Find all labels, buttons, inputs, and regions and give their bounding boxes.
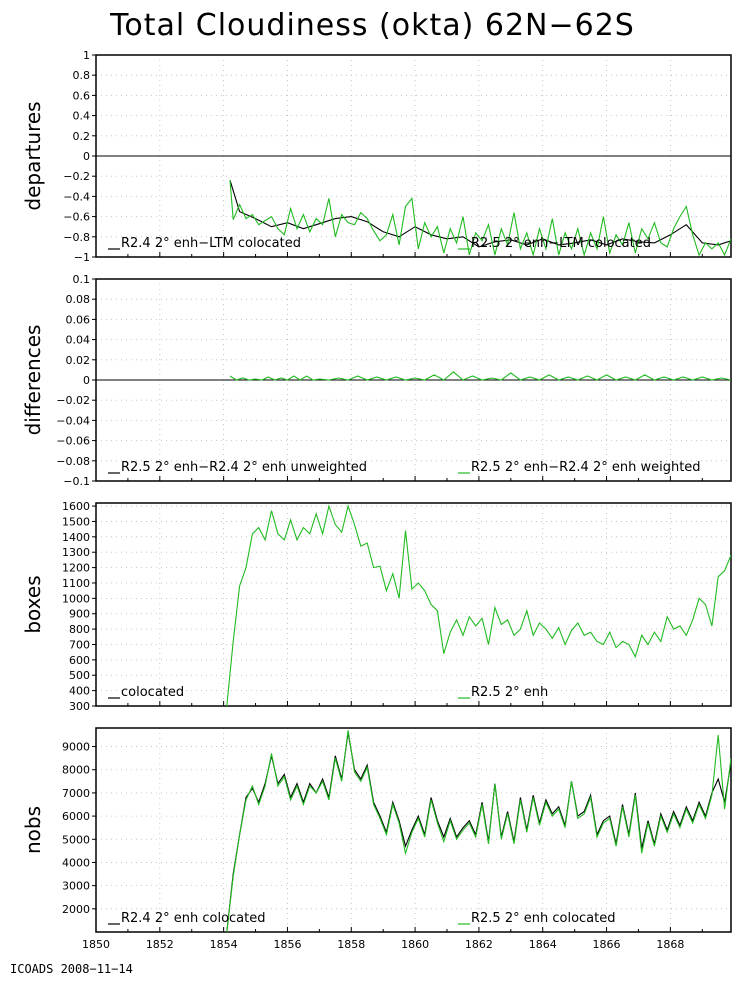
y-tick-label: 0.1	[73, 273, 91, 286]
y-tick-label: 4000	[62, 856, 90, 869]
legend-label: R2.5 2° enh colocated	[471, 911, 615, 926]
series-line-r2-5-2-enh-r2-4-2-enh-weighted	[229, 371, 731, 381]
series-line-r2-4-2-enh-colocated	[226, 732, 731, 932]
y-tick-label: 0.08	[66, 293, 91, 306]
y-tick-label: 7000	[62, 787, 90, 800]
x-tick-label: 1866	[593, 938, 621, 951]
legend-label: colocated	[121, 685, 184, 700]
series-line-r2-5-2-enh	[226, 504, 731, 706]
chart-panel-differences: 0.1 0.08 0.06 0.04 0.02 0 −0.02 −0.04 −0.06 −0.08…	[21, 273, 732, 488]
y-axis-label: boxes	[21, 575, 45, 633]
y-tick-label: 300	[69, 700, 90, 713]
y-tick-label: −0.2	[63, 170, 90, 183]
y-tick-label: 700	[69, 638, 90, 651]
y-tick-label: −0.08	[56, 455, 90, 468]
x-tick-label: 1850	[82, 938, 110, 951]
y-tick-label: 1500	[62, 515, 90, 528]
y-tick-label: 500	[69, 669, 90, 682]
y-tick-label: 1600	[62, 500, 90, 513]
footer-credit: ICOADS 2008−11−14	[10, 962, 133, 976]
x-tick-label: 1860	[401, 938, 429, 951]
y-axis-label: nobs	[21, 806, 45, 854]
y-axis-label: differences	[21, 325, 45, 436]
legend-label: R2.5 2° enh−LTM colocated	[471, 236, 651, 251]
y-tick-label: 1100	[62, 577, 90, 590]
chart-title: Total Cloudiness (okta) 62N−62S	[110, 8, 635, 43]
y-tick-label: 2000	[62, 903, 90, 916]
series-line-r2-5-2-enh-colocated	[226, 730, 731, 932]
y-tick-label: −0.04	[56, 414, 90, 427]
legend-label: R2.5 2° enh−R2.4 2° enh unweighted	[121, 460, 367, 475]
y-tick-label: 0	[83, 374, 90, 387]
series-line-r2-4-2-enh-ltm-colocated	[229, 180, 731, 248]
y-tick-label: −0.06	[56, 435, 90, 448]
y-tick-label: 0.04	[66, 334, 91, 347]
y-tick-label: 0.06	[66, 313, 91, 326]
x-tick-label: 1856	[273, 938, 301, 951]
y-tick-label: −0.6	[63, 211, 90, 224]
legend-label: R2.5 2° enh−R2.4 2° enh weighted	[471, 460, 701, 475]
y-tick-label: 1000	[62, 592, 90, 605]
legend-label: R2.4 2° enh colocated	[121, 911, 265, 926]
legend-label: R2.5 2° enh	[471, 685, 548, 700]
y-tick-label: 9000	[62, 741, 90, 754]
y-tick-label: −0.02	[56, 394, 90, 407]
y-tick-label: 900	[69, 608, 90, 621]
y-tick-label: 8000	[62, 764, 90, 777]
x-tick-label: 1852	[146, 938, 174, 951]
y-tick-label: 3000	[62, 880, 90, 893]
y-tick-label: −0.4	[63, 190, 90, 203]
y-tick-label: 1400	[62, 531, 90, 544]
y-tick-label: 0	[83, 150, 90, 163]
y-tick-label: 0.6	[73, 89, 91, 102]
y-tick-label: 1300	[62, 546, 90, 559]
chart-panel-departures: 1 0.8 0.6 0.4 0.2 0 −0.2 −0.4 −0.6 −0.8 −1 departur…	[21, 49, 732, 264]
chart-panel-nobs: 9000 8000 7000 6000 5000 4000 3000 2000 nobs R2.4…	[21, 727, 732, 951]
y-tick-label: 600	[69, 654, 90, 667]
y-tick-label: 0.02	[66, 354, 91, 367]
series-line-r2-5-2-enh-ltm-colocated	[229, 180, 731, 257]
y-tick-label: 0.4	[73, 110, 91, 123]
y-tick-label: 0.8	[73, 69, 91, 82]
chart-panel-boxes: 1600 1500 1400 1300 1200 1100 1000 900 800 700 600…	[21, 500, 732, 713]
y-tick-label: 1	[83, 49, 90, 62]
y-tick-label: 400	[69, 685, 90, 698]
y-axis-label: departures	[21, 101, 45, 210]
y-tick-label: −0.8	[63, 231, 90, 244]
y-tick-label: −1	[74, 251, 90, 264]
x-tick-label: 1854	[210, 938, 238, 951]
y-tick-label: 5000	[62, 833, 90, 846]
plot-frame	[95, 727, 732, 933]
y-tick-label: −0.1	[63, 475, 90, 488]
x-tick-label: 1868	[656, 938, 684, 951]
x-tick-label: 1858	[337, 938, 365, 951]
y-tick-label: 1200	[62, 562, 90, 575]
y-tick-label: 800	[69, 623, 90, 636]
x-tick-label: 1864	[529, 938, 557, 951]
y-tick-label: 0.2	[73, 130, 91, 143]
y-tick-label: 6000	[62, 810, 90, 823]
legend-label: R2.4 2° enh−LTM colocated	[121, 236, 301, 251]
x-tick-label: 1862	[465, 938, 493, 951]
